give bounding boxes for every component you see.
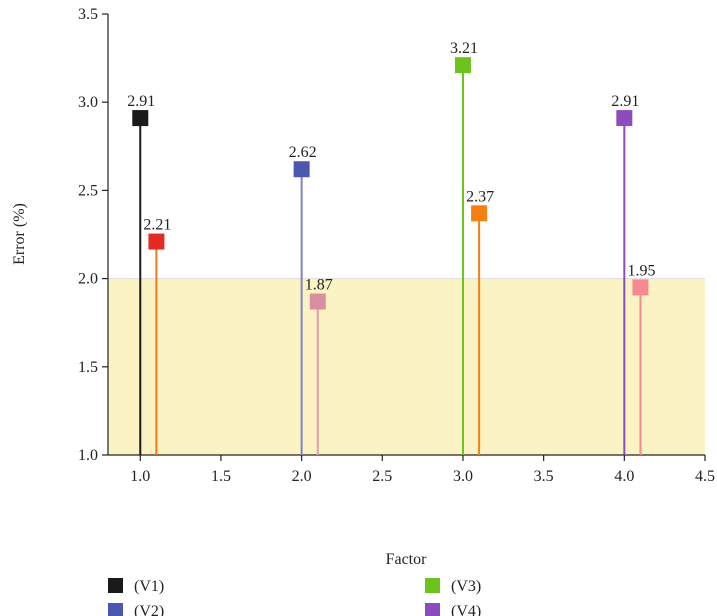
data-point-marker	[132, 110, 149, 127]
y-axis-title: Error (%)	[11, 203, 28, 265]
legend-swatch	[425, 603, 440, 616]
y-tick-label: 3.5	[78, 6, 98, 23]
x-axis-title: Factor	[386, 551, 428, 568]
legend-label: (V4)	[451, 603, 481, 616]
data-point-marker	[454, 57, 471, 74]
data-label: 1.95	[627, 262, 655, 279]
y-tick-label: 2.5	[78, 182, 98, 199]
data-label: 2.91	[611, 93, 639, 110]
x-tick-label: 1.5	[211, 468, 231, 485]
x-axis: 1.0 1.5 2.0 2.5 3.0 3.5 4.0 4.5	[108, 454, 715, 485]
x-tick-label: 2.0	[292, 468, 312, 485]
data-label: 2.21	[143, 217, 171, 234]
plot-area	[108, 278, 705, 455]
legend-label: (V2)	[134, 603, 164, 616]
legend-label: (V1)	[134, 578, 164, 595]
data-marks: 2.91 2.21 2.62 1.87 3.21 2.37 2.91 1.95	[127, 40, 655, 455]
x-tick-label: 3.5	[534, 468, 554, 485]
x-tick-label: 1.0	[130, 468, 150, 485]
y-tick-label: 1.5	[78, 359, 98, 376]
data-point-marker	[471, 205, 488, 222]
legend-swatch	[425, 578, 440, 593]
data-point-marker	[148, 233, 165, 250]
data-point-marker	[632, 279, 649, 296]
y-tick-label: 1.0	[78, 447, 98, 464]
y-tick-label: 2.0	[78, 271, 98, 288]
legend: (V1) (V2) (V3) (V4)	[108, 578, 481, 616]
y-axis: 1.0 1.5 2.0 2.5 3.0 3.5	[78, 6, 109, 464]
data-label: 3.21	[450, 40, 478, 57]
legend-label: (V3)	[451, 578, 481, 595]
data-point-marker	[616, 110, 633, 127]
x-tick-label: 4.5	[695, 468, 715, 485]
x-tick-label: 3.0	[453, 468, 473, 485]
legend-swatch	[108, 603, 123, 616]
y-tick-label: 3.0	[78, 94, 98, 111]
data-label: 2.91	[127, 93, 155, 110]
data-label: 2.62	[289, 144, 317, 161]
data-label: 2.37	[466, 188, 494, 205]
data-label: 1.87	[305, 277, 333, 294]
x-tick-label: 4.0	[614, 468, 634, 485]
highlight-band	[108, 278, 705, 455]
data-point-marker	[293, 161, 310, 178]
legend-swatch	[108, 578, 123, 593]
x-tick-label: 2.5	[372, 468, 392, 485]
data-point-marker	[309, 293, 326, 310]
